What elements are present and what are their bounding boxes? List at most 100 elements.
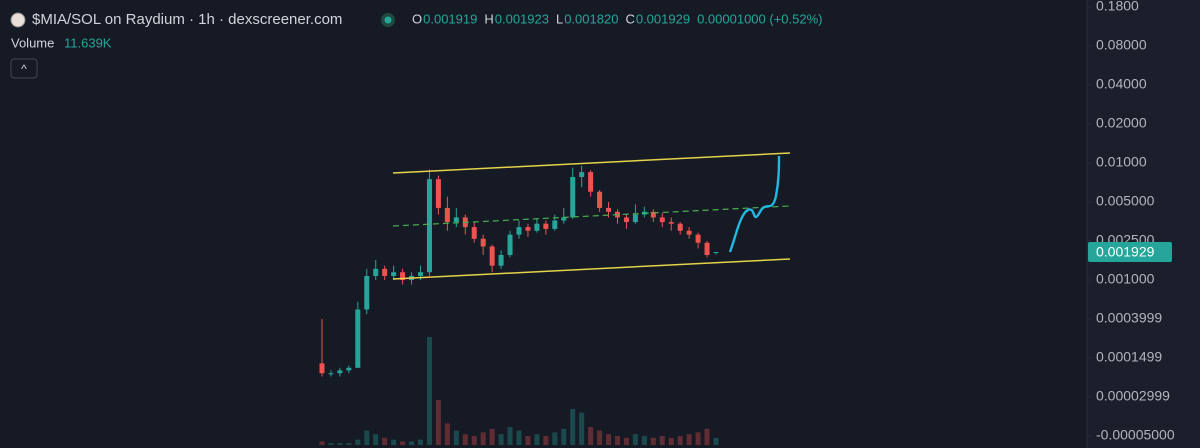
channel-upper bbox=[392, 152, 791, 174]
candle-body bbox=[328, 373, 334, 375]
candle-body bbox=[435, 179, 441, 208]
volume-layer bbox=[319, 337, 719, 445]
candle-body bbox=[632, 214, 638, 223]
price-change: 0.00001000 (+0.52%) bbox=[697, 11, 822, 26]
candle-body bbox=[561, 217, 567, 221]
volume-bar bbox=[623, 437, 629, 445]
volume-bar bbox=[543, 436, 549, 445]
candle-body bbox=[507, 234, 513, 255]
volume-bar bbox=[552, 432, 558, 445]
volume-bar bbox=[650, 437, 656, 445]
status-dot bbox=[384, 16, 392, 24]
candle-body bbox=[570, 176, 576, 218]
y-tick-label: 0.00002999 bbox=[1096, 388, 1170, 404]
volume-bar bbox=[426, 337, 432, 445]
candle-body bbox=[400, 272, 406, 280]
ohlc-value: 0.001929 bbox=[636, 11, 690, 26]
candle-body bbox=[418, 272, 423, 276]
volume-bar bbox=[328, 443, 334, 445]
candle-body bbox=[498, 254, 504, 266]
price-axis-panel bbox=[1087, 0, 1200, 448]
volume-bar bbox=[516, 430, 522, 445]
ohlc-legend: O 0.001919 H 0.001923 L 0.001820 C 0.001929 0.00… bbox=[412, 11, 822, 26]
y-tick-label: 0.001000 bbox=[1096, 271, 1155, 287]
candle-body bbox=[543, 223, 549, 229]
volume-bar bbox=[400, 441, 406, 445]
candle-body bbox=[659, 217, 665, 223]
volume-bar bbox=[659, 436, 665, 445]
volume-bar bbox=[713, 437, 719, 445]
volume-bar bbox=[319, 441, 325, 445]
y-tick-label: 0.0001499 bbox=[1096, 349, 1162, 365]
volume-bar bbox=[418, 439, 423, 445]
volume-bar bbox=[686, 434, 692, 445]
candle-body bbox=[704, 242, 710, 255]
candle-body bbox=[337, 370, 343, 374]
volume-bar bbox=[641, 436, 647, 445]
volume-value: 11.639K bbox=[64, 35, 112, 50]
last-price-box bbox=[1088, 242, 1172, 263]
volume-bar bbox=[677, 436, 683, 445]
ohlc-key: C bbox=[625, 11, 634, 26]
collapse-button-frame[interactable] bbox=[10, 58, 38, 79]
candle-body bbox=[686, 230, 692, 235]
volume-bar bbox=[525, 436, 531, 445]
volume-bar bbox=[570, 409, 576, 445]
token-icon bbox=[10, 12, 26, 28]
candle-body bbox=[677, 223, 683, 231]
ohlc-value: 0.001919 bbox=[423, 11, 477, 26]
volume-bar bbox=[346, 443, 352, 445]
volume-bar bbox=[409, 441, 415, 445]
candle-body bbox=[480, 238, 486, 247]
volume-bar bbox=[606, 434, 612, 445]
candle-body bbox=[382, 268, 388, 276]
volume-bar bbox=[704, 428, 710, 445]
volume-bar bbox=[579, 412, 585, 445]
collapse-button[interactable]: ^ bbox=[10, 58, 38, 79]
candle-body bbox=[623, 217, 629, 223]
y-tick-label: 0.02000 bbox=[1096, 115, 1147, 131]
candle-body bbox=[373, 268, 379, 276]
candle-body bbox=[471, 227, 477, 239]
volume-bar bbox=[462, 434, 468, 445]
candle-layer bbox=[319, 165, 719, 377]
volume-bar bbox=[337, 443, 343, 445]
price-axis: 0.1800 0.08000 0.04000 0.02000 0.01000 0.0050… bbox=[1087, 0, 1175, 443]
y-tick-label: 0.005000 bbox=[1096, 193, 1155, 209]
candle-body bbox=[426, 179, 432, 273]
ohlc-value: 0.001923 bbox=[495, 11, 549, 26]
y-tick-label: 0.04000 bbox=[1096, 76, 1147, 92]
projection-curve bbox=[728, 155, 781, 253]
volume-bar bbox=[364, 430, 370, 445]
candle-body bbox=[355, 309, 361, 368]
candle-body bbox=[650, 211, 656, 218]
ohlc-key: L bbox=[556, 11, 563, 26]
y-tick-label: -0.00005000 bbox=[1096, 427, 1175, 443]
volume-bar bbox=[471, 436, 477, 445]
volume-bar bbox=[507, 427, 513, 445]
candle-body bbox=[453, 217, 459, 223]
y-tick-label: 0.08000 bbox=[1096, 37, 1147, 53]
y-tick-label: 0.1800 bbox=[1096, 0, 1139, 14]
volume-bar bbox=[695, 432, 701, 445]
volume-bar bbox=[632, 434, 638, 445]
volume-bar bbox=[534, 434, 540, 445]
candle-body bbox=[695, 234, 701, 243]
volume-bar bbox=[453, 430, 459, 445]
channel-lower bbox=[392, 258, 791, 280]
candle-body bbox=[606, 207, 612, 212]
candle-body bbox=[346, 367, 352, 371]
ohlc-value: 0.001820 bbox=[564, 11, 618, 26]
volume-bar bbox=[373, 434, 379, 445]
volume-bar bbox=[444, 423, 450, 445]
collapse-button-label[interactable]: ^ bbox=[21, 62, 27, 76]
volume-bar bbox=[435, 400, 441, 445]
volume-bar bbox=[597, 430, 603, 445]
candle-body bbox=[597, 191, 603, 208]
candle-body bbox=[588, 172, 594, 192]
volume-bar bbox=[498, 434, 504, 445]
ohlc-key: H bbox=[484, 11, 493, 26]
volume-bar bbox=[480, 432, 486, 445]
